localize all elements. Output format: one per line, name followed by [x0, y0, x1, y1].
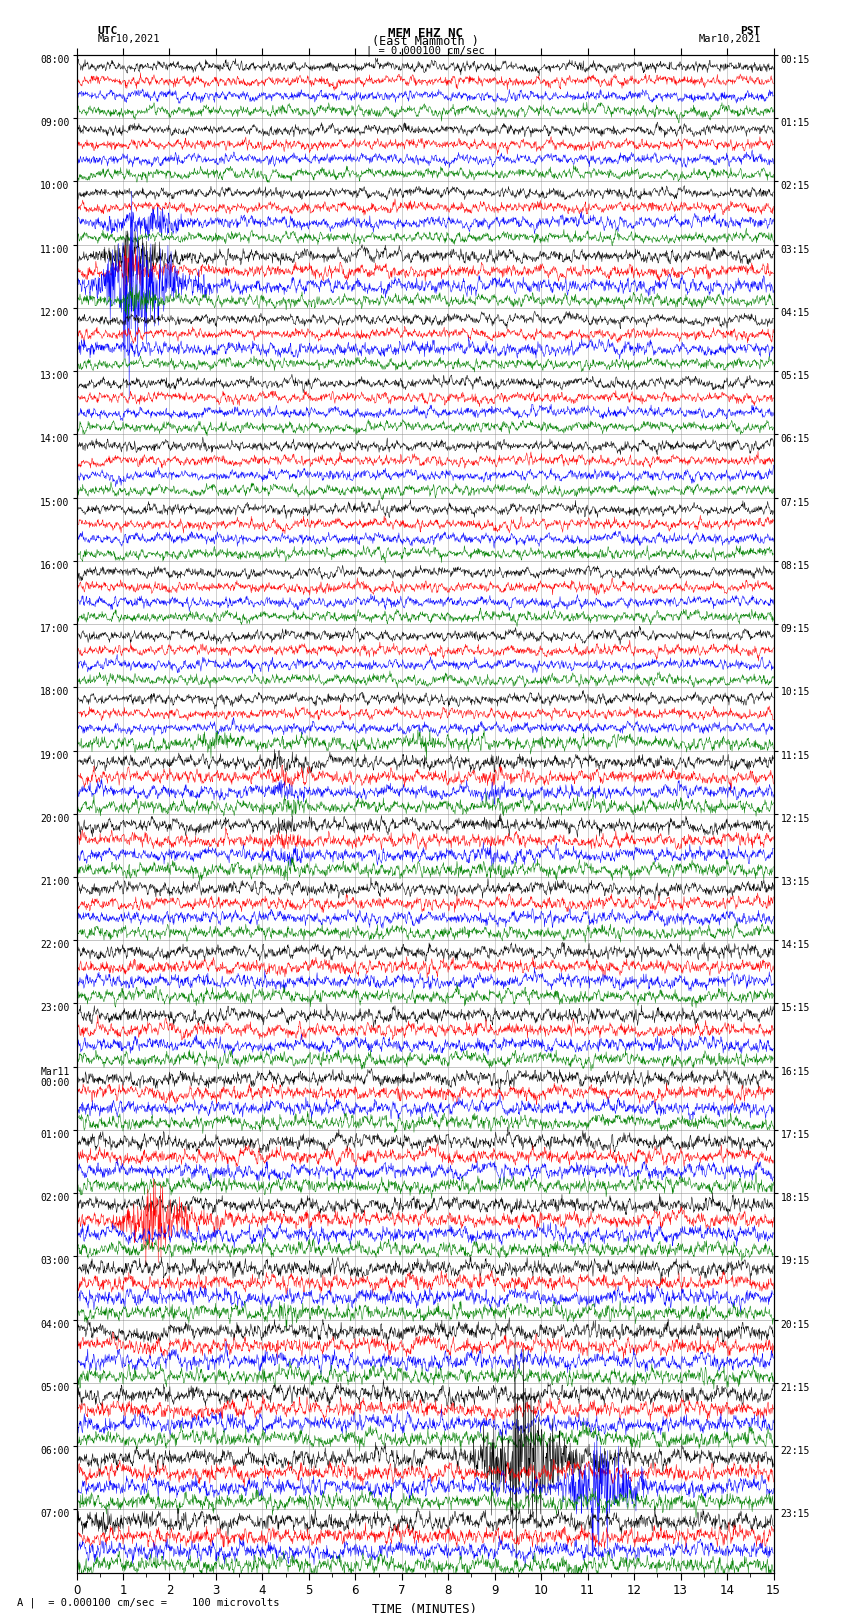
Text: Mar10,2021: Mar10,2021 [698, 34, 761, 44]
X-axis label: TIME (MINUTES): TIME (MINUTES) [372, 1603, 478, 1613]
Text: | = 0.000100 cm/sec: | = 0.000100 cm/sec [366, 45, 484, 56]
Text: MEM EHZ NC: MEM EHZ NC [388, 27, 462, 40]
Text: A |  = 0.000100 cm/sec =    100 microvolts: A | = 0.000100 cm/sec = 100 microvolts [17, 1597, 280, 1608]
Text: Mar10,2021: Mar10,2021 [98, 34, 161, 44]
Text: PST: PST [740, 26, 761, 35]
Text: (East Mammoth ): (East Mammoth ) [371, 35, 479, 48]
Text: UTC: UTC [98, 26, 118, 35]
